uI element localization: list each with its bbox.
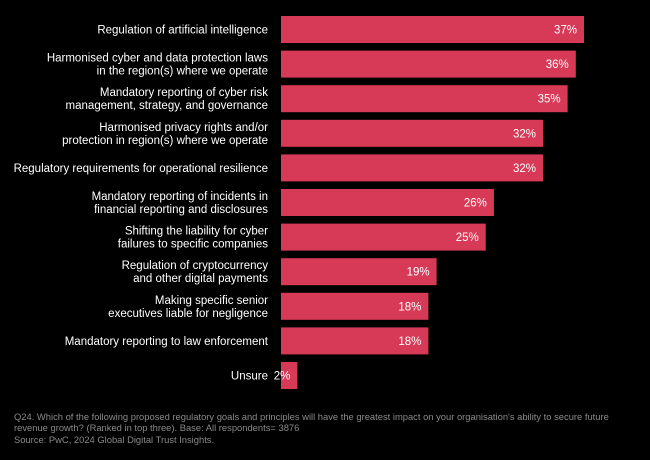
category-label: Harmonised cyber and data protection law… <box>47 53 268 65</box>
bar-value-label: 18% <box>398 301 421 313</box>
footnote: Q24. Which of the following proposed reg… <box>14 411 638 445</box>
category-label: Regulation of artificial intelligence <box>97 25 268 37</box>
bar <box>281 327 429 355</box>
category-label: and other digital payments <box>133 273 268 285</box>
bar-value-label: 26% <box>464 198 487 210</box>
bar-value-label: 19% <box>407 267 430 279</box>
bar-value-label: 36% <box>546 59 569 71</box>
category-label: Mandatory reporting of cyber risk <box>100 87 268 99</box>
bar <box>281 223 486 251</box>
category-label: Mandatory reporting to law enforcement <box>65 336 269 348</box>
category-label: management, strategy, and governance <box>66 100 268 112</box>
category-label: protection in region(s) where we operate <box>62 135 268 147</box>
bar <box>281 154 544 182</box>
bar-value-label: 32% <box>513 163 536 175</box>
category-label: Regulatory requirements for operational … <box>14 163 268 175</box>
bar <box>281 119 544 147</box>
category-label: Regulation of cryptocurrency <box>122 260 269 272</box>
category-label: in the region(s) where we operate <box>97 66 268 78</box>
category-label: Harmonised privacy rights and/or <box>99 122 268 134</box>
category-label: Shifting the liability for cyber <box>125 226 268 238</box>
bar <box>281 85 568 113</box>
bar-value-label: 2% <box>274 371 291 383</box>
bar <box>281 362 298 389</box>
bar <box>281 16 584 43</box>
category-label: failures to specific companies <box>118 239 268 251</box>
bar-value-label: 32% <box>513 128 536 140</box>
bar-chart: 37% Regulation of artificial intelligence… <box>14 16 584 389</box>
bar <box>281 258 437 286</box>
bar <box>281 189 494 216</box>
bar <box>281 292 429 320</box>
category-label: Mandatory reporting of incidents in <box>92 191 268 203</box>
category-label: Unsure <box>231 371 268 383</box>
category-label: executives liable for negligence <box>108 308 268 320</box>
bar-value-label: 37% <box>554 25 577 37</box>
bar-value-label: 25% <box>456 232 479 244</box>
category-label: Making specific senior <box>155 295 268 307</box>
bar <box>281 50 576 78</box>
footnote-question: Q24. Which of the following proposed reg… <box>14 411 609 422</box>
bar-value-label: 35% <box>538 94 561 106</box>
category-label: financial reporting and disclosures <box>94 204 268 216</box>
footnote-question-continued: revenue growth? (Ranked in top three). B… <box>14 422 300 434</box>
bar-value-label: 18% <box>398 336 421 348</box>
footnote-source: Source: PwC, 2024 Global Digital Trust I… <box>14 433 215 445</box>
